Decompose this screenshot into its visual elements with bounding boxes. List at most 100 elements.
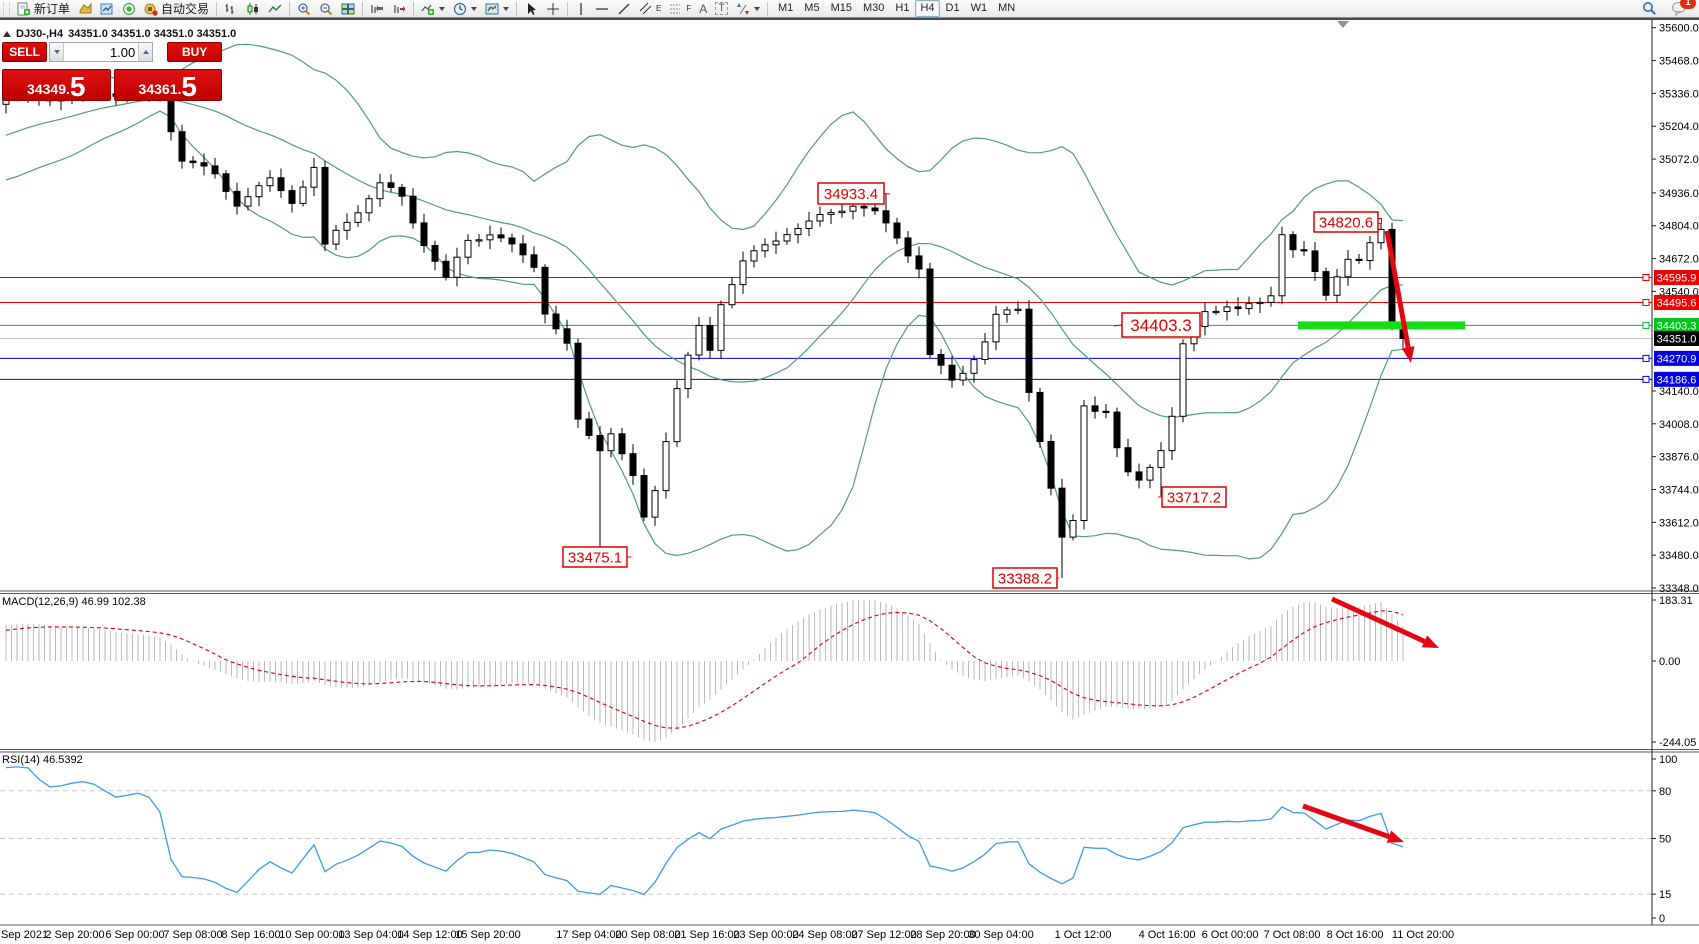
- auto-scroll-icon: [394, 4, 406, 13]
- candle: [783, 234, 791, 242]
- candle: [860, 205, 868, 209]
- line-handle[interactable]: [1642, 354, 1650, 362]
- svg-text:34595.9: 34595.9: [1657, 273, 1697, 285]
- templates-icon: [485, 3, 499, 14]
- add-indicator-button[interactable]: [417, 0, 449, 18]
- chart-shift-button[interactable]: [366, 0, 388, 18]
- candle: [310, 166, 318, 188]
- trend-arrow-macd[interactable]: [1330, 596, 1439, 648]
- fibonacci-tool-button[interactable]: F: [665, 0, 695, 18]
- candle: [431, 245, 439, 262]
- candle: [508, 237, 516, 245]
- candle: [1234, 306, 1242, 310]
- time-axis-label: 24 Sep 08:00: [792, 929, 857, 941]
- svg-text:34403.3: 34403.3: [1657, 320, 1697, 332]
- volume-input[interactable]: [64, 43, 139, 61]
- search-button[interactable]: [1638, 0, 1661, 18]
- price-axis-tick: 33348.0: [1659, 583, 1699, 595]
- toolbar-separator: [216, 1, 218, 16]
- svg-text:34495.6: 34495.6: [1657, 297, 1697, 309]
- vertical-line-tool-button[interactable]: [571, 0, 591, 18]
- buy-price-display[interactable]: 34361. 5: [113, 69, 222, 102]
- price-callout-34403.3[interactable]: 34403.3: [1113, 312, 1201, 338]
- timeframe-button-mn[interactable]: MN: [998, 2, 1016, 14]
- crosshair-tool-button[interactable]: [542, 0, 564, 18]
- candle: [1289, 234, 1297, 251]
- volume-decrease-button[interactable]: [50, 43, 65, 61]
- bar-chart-mode-button[interactable]: [220, 0, 242, 18]
- trend-arrow-rsi[interactable]: [1302, 803, 1404, 843]
- price-callout-33717.2[interactable]: 33717.2: [1158, 486, 1227, 508]
- zoom-out-button[interactable]: [315, 0, 337, 18]
- timeframe-button-m5[interactable]: M5: [804, 2, 820, 14]
- candle: [574, 342, 582, 420]
- channel-tool-button[interactable]: E: [635, 0, 665, 18]
- candle: [1322, 271, 1330, 296]
- candle: [618, 433, 626, 455]
- templates-caret-icon: [503, 6, 510, 11]
- tile-windows-icon: [341, 3, 355, 14]
- line-handle[interactable]: [1642, 274, 1650, 281]
- timeframe-button-m15[interactable]: M15: [830, 2, 852, 14]
- support-zone-bar[interactable]: [1298, 321, 1465, 330]
- rsi-line: [5, 766, 1404, 896]
- line-handle[interactable]: [1642, 375, 1650, 383]
- notifications-button[interactable]: 1: [1667, 0, 1696, 18]
- candle: [354, 212, 362, 223]
- candle: [992, 313, 1000, 343]
- periods-button[interactable]: [449, 0, 481, 18]
- auto-scroll-button[interactable]: [388, 0, 410, 18]
- main-toolbar: 新订单 自动交易: [0, 0, 1699, 18]
- trend-arrow-main[interactable]: [1384, 230, 1415, 363]
- timeframe-button-m1[interactable]: M1: [778, 2, 794, 14]
- price-callout-34933.4[interactable]: 34933.4: [817, 182, 891, 205]
- candle: [189, 160, 197, 164]
- navigator-button[interactable]: [118, 0, 140, 18]
- trendline-tool-button[interactable]: [613, 0, 635, 18]
- chart-shift-marker[interactable]: [1337, 21, 1349, 28]
- market-watch-button[interactable]: [96, 0, 118, 18]
- tile-windows-button[interactable]: [337, 0, 359, 18]
- volume-increase-button[interactable]: [138, 43, 153, 61]
- candlestick-mode-button[interactable]: [242, 0, 264, 18]
- timeframe-button-m30[interactable]: M30: [862, 2, 885, 14]
- volume-control: [49, 42, 154, 62]
- text-label-tool-button[interactable]: T: [711, 0, 732, 18]
- price-axis-tick: 33480.0: [1659, 550, 1699, 562]
- horizontal-line-tool-button[interactable]: [591, 0, 613, 18]
- price-callout-33388.2[interactable]: 33388.2: [992, 567, 1059, 589]
- macd-histogram: [5, 600, 1404, 742]
- navigator-icon: [123, 2, 136, 15]
- cursor-tool-button[interactable]: [520, 0, 542, 18]
- price-callout-34820.6[interactable]: 34820.6: [1313, 211, 1382, 233]
- zoom-in-button[interactable]: [293, 0, 315, 18]
- sell-button[interactable]: SELL: [2, 42, 48, 62]
- buy-price-frac: 5: [181, 71, 197, 102]
- text-tool-button[interactable]: A: [695, 0, 711, 18]
- candle: [937, 354, 945, 366]
- price-callout-33475.1[interactable]: 33475.1: [562, 546, 631, 568]
- autotrading-button[interactable]: 自动交易: [140, 0, 213, 18]
- templates-button[interactable]: [481, 0, 513, 18]
- timeframe-button-h1[interactable]: H1: [895, 2, 910, 14]
- timeframe-button-w1[interactable]: W1: [970, 2, 988, 14]
- candle: [1146, 466, 1154, 481]
- timeframe-button-d1[interactable]: D1: [945, 2, 960, 14]
- toolbar-grip[interactable]: [3, 2, 10, 15]
- buy-button[interactable]: BUY: [167, 42, 222, 62]
- line-chart-mode-button[interactable]: [264, 0, 286, 18]
- chart-profile-button[interactable]: [74, 0, 96, 18]
- candle: [1311, 250, 1319, 272]
- candle: [519, 243, 527, 256]
- new-order-button[interactable]: 新订单: [13, 0, 74, 18]
- line-handle[interactable]: [1642, 299, 1650, 306]
- sell-price-display[interactable]: 34349. 5: [2, 69, 111, 101]
- line-handle[interactable]: [1642, 321, 1650, 329]
- arrows-tool-button[interactable]: [732, 0, 764, 18]
- chart-profile-icon: [79, 1, 92, 13]
- timeframe-button-h4[interactable]: H4: [915, 0, 940, 17]
- candle: [1113, 411, 1121, 449]
- candle: [277, 177, 285, 192]
- candle: [1003, 309, 1011, 315]
